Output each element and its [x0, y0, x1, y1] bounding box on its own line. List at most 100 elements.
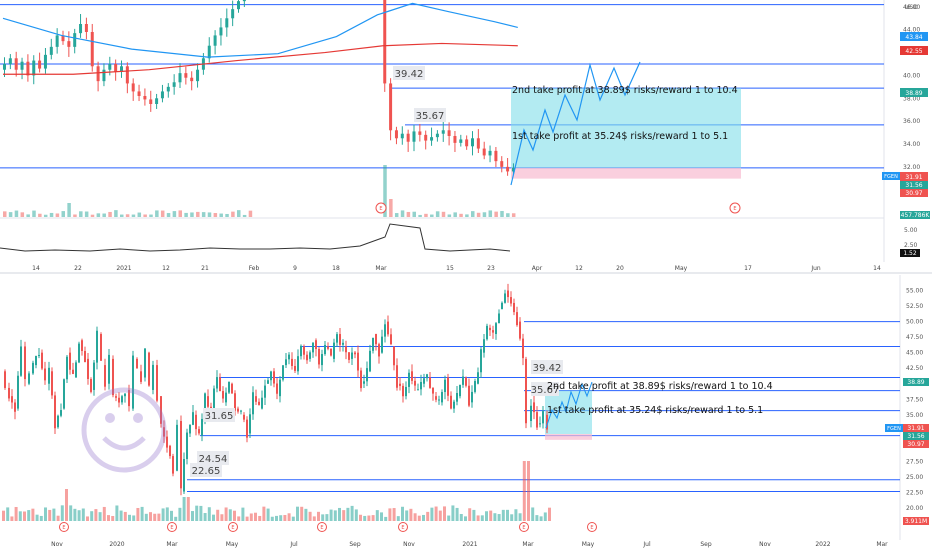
bottom-earnings-marker-1-text: E — [62, 525, 65, 531]
bottom-candle-body — [4, 371, 6, 388]
bottom-candle-body — [297, 356, 299, 372]
top-candle-body — [213, 35, 217, 46]
bottom-candle-body — [435, 396, 437, 400]
top-volume-bar — [494, 211, 498, 217]
bottom-chart: 20.0022.5025.0027.5030.0032.5035.0037.50… — [0, 272, 932, 548]
top-x-ticks: 14 22 2021 12 21 Feb 9 18 Mar 15 23 Apr 12 20 May 17 Jun… — [32, 265, 881, 272]
bottom-volume-bar — [52, 508, 56, 521]
bottom-x-tick: Nov — [403, 541, 415, 548]
smiley-mouth — [102, 436, 146, 451]
bottom-candle-body — [450, 395, 452, 409]
top-volume-bar — [213, 213, 218, 217]
bottom-volume-bar — [430, 507, 434, 521]
top-price-tag-h4-bg — [900, 181, 928, 189]
bottom-candle-body — [140, 371, 142, 382]
bottom-candle-body — [234, 393, 236, 411]
bottom-candle-body — [69, 352, 71, 370]
top-symbol-tag: FGEN — [882, 172, 900, 180]
bottom-earnings-marker-1: E — [59, 522, 69, 532]
top-y-tick: 40.00 — [903, 72, 920, 79]
bottom-candle-body — [303, 346, 305, 355]
bottom-earnings-marker-4-text: E — [320, 525, 323, 531]
top-volume-bar — [383, 165, 387, 217]
top-candle-body — [406, 133, 410, 142]
bottom-volume-bar — [300, 506, 304, 521]
bottom-volume-bar — [333, 510, 337, 521]
bottom-volume-bar — [283, 514, 287, 521]
top-price-tag-h3: 38.89 — [900, 88, 928, 97]
bottom-candle-body — [172, 456, 174, 474]
bottom-candle-body — [249, 414, 251, 434]
bottom-volume-bar — [527, 461, 530, 521]
bottom-candle-body — [222, 391, 224, 399]
top-volume-bar — [73, 214, 77, 217]
bottom-price-tag-p2: 31.56 — [903, 432, 929, 440]
top-price-tag-h2-bg — [900, 46, 928, 55]
top-volume-bar — [406, 211, 411, 217]
top-candle-body — [400, 133, 404, 139]
top-volume-bar — [196, 211, 200, 217]
bottom-y-tick: 42.50 — [906, 365, 923, 372]
bottom-volume-bar — [182, 497, 186, 521]
bottom-volume-bar — [401, 506, 404, 521]
bottom-candle-body — [390, 334, 392, 345]
bottom-volume-bar — [107, 515, 110, 521]
top-volume-bar — [55, 213, 60, 217]
bottom-candle-body — [489, 327, 491, 331]
bottom-volume-bar — [417, 515, 421, 521]
top-badge-mid-text: 35.67 — [416, 111, 445, 122]
bottom-y-tick: 52.50 — [906, 303, 923, 310]
bottom-price-tag-p1-bg — [903, 378, 929, 386]
top-volume-bar — [149, 214, 153, 217]
bottom-candle-body — [204, 393, 206, 419]
bottom-candle-body — [471, 391, 473, 403]
bottom-volume-bar — [409, 508, 413, 521]
top-trade-box — [511, 88, 741, 179]
bottom-candle-body — [513, 302, 515, 313]
bottom-candle-body — [28, 373, 30, 384]
top-volume-bar — [190, 212, 194, 217]
bottom-candle-body — [270, 371, 272, 381]
bottom-candle-body — [93, 362, 95, 390]
bottom-volume-bar — [396, 516, 400, 521]
bottom-candle-body — [438, 399, 440, 401]
bottom-volume-bar — [392, 508, 396, 521]
bottom-projection-line — [545, 381, 593, 429]
top-stop-zone — [511, 167, 741, 179]
bottom-candle-body — [339, 334, 341, 345]
bottom-candle-body — [507, 290, 509, 298]
bottom-candle-body — [384, 324, 386, 337]
top-currency-label: USD — [905, 4, 918, 11]
top-volume-bar — [500, 210, 504, 217]
bottom-badge-5-bg — [190, 463, 222, 477]
bottom-volume-bar — [237, 516, 241, 521]
top-y-tick: 38.00 — [903, 95, 920, 102]
bottom-volume-tag-bg — [903, 517, 929, 525]
top-price-tag-last-text: 31.91 — [905, 174, 922, 181]
top-candle-body — [511, 167, 515, 172]
top-volume-bar — [155, 210, 159, 217]
bottom-price-tag-p3: 30.97 — [903, 440, 929, 448]
bottom-candle-body — [57, 415, 59, 428]
top-y-tick: 36.00 — [903, 118, 920, 125]
top-volume-bar — [207, 212, 212, 217]
top-x-tick: 14 — [873, 265, 881, 272]
bottom-candle-body — [348, 352, 350, 360]
top-candle-body — [207, 45, 211, 59]
bottom-volume-bar — [548, 507, 551, 521]
top-earnings-marker-2-circle — [729, 202, 741, 214]
top-projection-line — [510, 61, 641, 186]
bottom-candle-body — [264, 385, 266, 398]
bottom-volume-bar — [233, 510, 236, 521]
bottom-candle-body — [104, 365, 106, 387]
bottom-volume-bar — [203, 513, 207, 521]
bottom-earnings-marker-6-circle — [519, 522, 529, 532]
bottom-candle-body — [132, 355, 134, 409]
top-y-tick: 46.00 — [903, 4, 920, 11]
bottom-volume-bar — [506, 509, 509, 521]
top-volume-bar — [412, 211, 416, 217]
bottom-volume-bar — [2, 510, 5, 521]
bottom-candle-body — [163, 427, 165, 437]
bottom-candle-body — [360, 370, 362, 389]
top-volume-bar — [166, 213, 171, 217]
